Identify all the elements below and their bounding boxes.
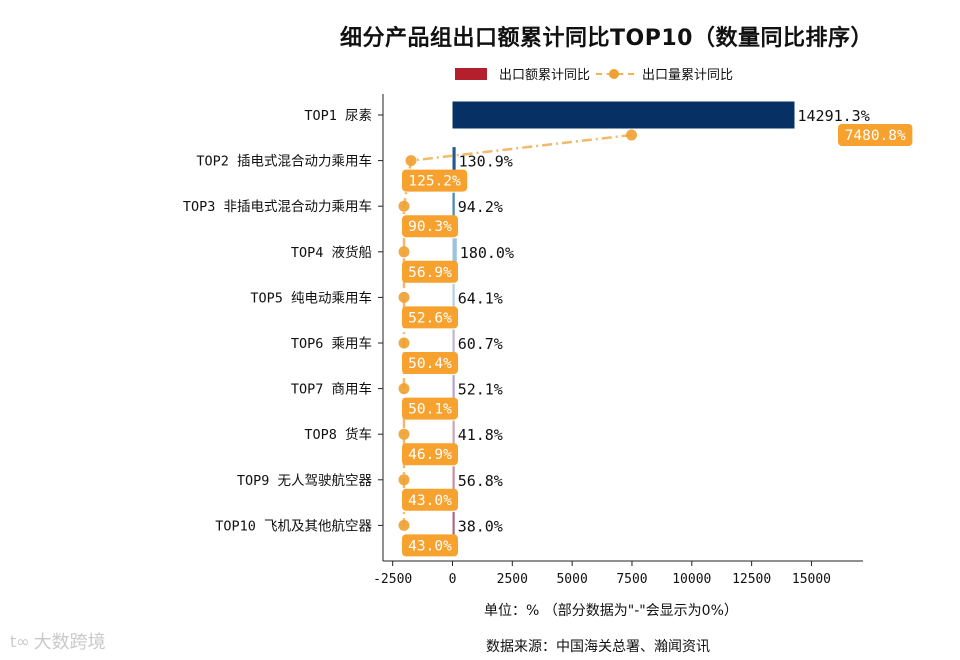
chart-legend: 出口额累计同比 出口量累计同比 — [455, 64, 733, 83]
bar-value-label: 38.0% — [458, 517, 503, 535]
line-value-label: 56.9% — [408, 265, 452, 281]
bar-value-label: 52.1% — [458, 381, 503, 399]
source-note: 数据来源：中国海关总署、瀚闻资讯 — [486, 639, 710, 655]
line-marker — [398, 383, 410, 395]
line-value-box — [402, 534, 458, 557]
bar-value-label: 60.7% — [458, 335, 503, 353]
bar-value-label: 94.2% — [458, 198, 503, 216]
line-marker — [626, 129, 638, 141]
line-value-box — [402, 443, 458, 466]
line-marker — [398, 428, 410, 440]
line-value-box — [402, 260, 458, 283]
line-value-box — [402, 352, 458, 374]
bar — [452, 511, 455, 539]
line-marker — [405, 155, 417, 167]
line-value-label: 50.1% — [408, 402, 452, 418]
line-value-label: 52.6% — [408, 310, 452, 326]
y-tick-label: TOP9 无人驾驶航空器 — [237, 473, 373, 489]
line-value-box — [402, 306, 458, 329]
y-tick-label: TOP8 货车 — [304, 426, 372, 443]
x-tick-label: 5000 — [556, 572, 587, 587]
bar — [452, 375, 455, 403]
line-marker — [398, 200, 410, 212]
line-value-box — [838, 124, 913, 146]
line-value-label: 7480.8% — [845, 128, 906, 144]
line-value-label: 43.0% — [408, 538, 452, 554]
line-marker — [398, 337, 410, 349]
y-tick-label: TOP7 商用车 — [291, 381, 372, 398]
y-tick-label: TOP5 纯电动乘用车 — [250, 289, 372, 306]
legend-line-swatch — [596, 67, 635, 81]
unit-note: 单位：% （部分数据为"-"会显示为0%） — [484, 603, 738, 619]
bar — [452, 420, 455, 448]
x-tick-label: 7500 — [616, 572, 647, 587]
line-value-box — [402, 169, 468, 192]
bar — [452, 329, 455, 357]
bar — [452, 101, 795, 129]
y-tick-label: TOP2 插电式混合动力乘用车 — [196, 153, 372, 170]
x-tick-label: 12500 — [732, 572, 771, 587]
y-tick-label: TOP10 飞机及其他航空器 — [215, 518, 372, 534]
bar-value-label: 41.8% — [458, 426, 503, 444]
x-tick-label: -2500 — [373, 572, 412, 587]
watermark: t∞ 大数跨境 — [10, 628, 106, 654]
legend-bar-swatch — [455, 67, 487, 80]
bar-value-label: 130.9% — [459, 153, 513, 171]
legend-line-label: 出口量累计同比 — [642, 68, 734, 83]
bar — [452, 283, 455, 311]
bar — [452, 147, 456, 175]
bar-value-label: 180.0% — [460, 244, 514, 262]
line-value-label: 50.4% — [408, 356, 452, 372]
line-value-label: 43.0% — [408, 493, 452, 509]
legend-bar-label: 出口额累计同比 — [499, 68, 591, 83]
chart-title: 细分产品组出口额累计同比TOP10（数量同比排序） — [340, 26, 873, 51]
bar — [452, 192, 455, 220]
x-tick-label: 10000 — [672, 572, 711, 587]
line-value-label: 125.2% — [408, 174, 461, 190]
line-marker — [398, 474, 410, 486]
watermark-text: 大数跨境 — [33, 632, 106, 653]
x-tick-label: 15000 — [792, 572, 831, 587]
y-tick-label: TOP4 液货船 — [291, 244, 372, 261]
line-value-label: 90.3% — [408, 219, 452, 235]
line-value-box — [402, 397, 458, 420]
line-series — [402, 133, 632, 526]
y-tick-label: TOP1 尿素 — [304, 108, 372, 124]
line-value-box — [402, 488, 458, 511]
watermark-mark: t∞ — [10, 631, 30, 651]
line-marker — [398, 291, 410, 303]
y-tick-label: TOP3 非插电式混合动力乘用车 — [183, 198, 372, 215]
bar — [452, 466, 455, 494]
bar-value-label: 56.8% — [458, 472, 503, 490]
bar-value-label: 64.1% — [458, 289, 503, 307]
bar — [452, 238, 457, 266]
line-marker — [398, 519, 410, 531]
x-tick-label: 0 — [449, 572, 457, 587]
x-tick-label: 2500 — [497, 572, 528, 587]
line-value-label: 46.9% — [408, 447, 452, 463]
y-tick-label: TOP6 乘用车 — [291, 335, 372, 352]
bar-value-label: 14291.3% — [798, 107, 870, 125]
line-value-box — [402, 215, 458, 238]
line-marker — [398, 246, 410, 258]
